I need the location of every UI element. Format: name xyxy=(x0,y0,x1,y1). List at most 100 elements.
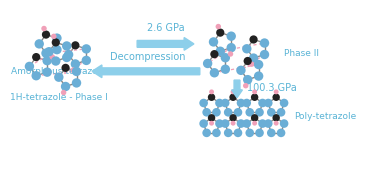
Circle shape xyxy=(41,49,51,58)
Circle shape xyxy=(31,71,41,80)
Circle shape xyxy=(254,71,263,81)
Circle shape xyxy=(267,108,276,117)
Circle shape xyxy=(82,56,91,65)
Circle shape xyxy=(255,108,264,117)
Circle shape xyxy=(221,53,230,62)
FancyArrow shape xyxy=(232,80,242,98)
Text: 1H-tetrazole - Phase I: 1H-tetrazole - Phase I xyxy=(10,93,108,102)
Circle shape xyxy=(62,41,71,51)
Circle shape xyxy=(50,54,55,60)
Circle shape xyxy=(61,82,70,91)
Circle shape xyxy=(208,114,215,122)
Text: 100.3 GPa: 100.3 GPa xyxy=(247,83,297,93)
Circle shape xyxy=(252,89,257,94)
Circle shape xyxy=(264,99,273,107)
Circle shape xyxy=(215,99,224,107)
Circle shape xyxy=(202,129,211,137)
Circle shape xyxy=(277,108,285,117)
Circle shape xyxy=(254,60,263,69)
Circle shape xyxy=(229,94,237,101)
Circle shape xyxy=(236,66,246,75)
Circle shape xyxy=(221,119,229,128)
Circle shape xyxy=(215,24,221,29)
Circle shape xyxy=(258,119,267,128)
Circle shape xyxy=(258,99,267,107)
Circle shape xyxy=(242,44,251,54)
Circle shape xyxy=(42,56,52,65)
Circle shape xyxy=(264,119,273,128)
Circle shape xyxy=(199,119,208,128)
Circle shape xyxy=(32,53,40,61)
Circle shape xyxy=(234,108,242,117)
Circle shape xyxy=(71,41,79,49)
Circle shape xyxy=(71,67,76,73)
Circle shape xyxy=(221,99,229,107)
Circle shape xyxy=(34,39,44,49)
Circle shape xyxy=(277,129,285,137)
Circle shape xyxy=(255,129,264,137)
Circle shape xyxy=(216,29,225,37)
Circle shape xyxy=(62,64,70,72)
Circle shape xyxy=(251,94,258,101)
Circle shape xyxy=(242,119,251,128)
Text: Amorphous tetrazole: Amorphous tetrazole xyxy=(11,67,106,76)
Circle shape xyxy=(224,108,232,117)
Text: 2.6 GPa: 2.6 GPa xyxy=(147,23,184,33)
Circle shape xyxy=(61,90,67,95)
Circle shape xyxy=(267,129,276,137)
Circle shape xyxy=(280,99,288,107)
Circle shape xyxy=(42,68,52,77)
Circle shape xyxy=(62,53,71,62)
Circle shape xyxy=(273,114,280,122)
Circle shape xyxy=(280,119,288,128)
Circle shape xyxy=(52,34,62,43)
Circle shape xyxy=(252,121,257,126)
Circle shape xyxy=(221,64,230,74)
Circle shape xyxy=(52,45,62,54)
Circle shape xyxy=(251,114,258,122)
Circle shape xyxy=(226,43,236,52)
Circle shape xyxy=(215,47,225,56)
Circle shape xyxy=(234,129,242,137)
Circle shape xyxy=(64,50,73,59)
Circle shape xyxy=(274,89,279,94)
Circle shape xyxy=(44,47,54,56)
Circle shape xyxy=(212,129,221,137)
Circle shape xyxy=(72,78,81,88)
Circle shape xyxy=(202,108,211,117)
Circle shape xyxy=(209,37,218,47)
Circle shape xyxy=(249,53,258,63)
Circle shape xyxy=(208,94,215,101)
Circle shape xyxy=(25,62,34,71)
Circle shape xyxy=(51,56,60,66)
Text: Decompression: Decompression xyxy=(110,51,186,62)
Circle shape xyxy=(243,75,253,84)
Circle shape xyxy=(52,38,60,47)
Circle shape xyxy=(54,73,64,82)
Circle shape xyxy=(228,51,233,57)
Circle shape xyxy=(231,121,235,126)
FancyArrow shape xyxy=(137,37,194,50)
Circle shape xyxy=(224,129,232,137)
Circle shape xyxy=(260,50,269,59)
Circle shape xyxy=(215,119,224,128)
Circle shape xyxy=(249,61,254,67)
Circle shape xyxy=(245,129,254,137)
Circle shape xyxy=(41,26,47,31)
Circle shape xyxy=(210,68,219,77)
Circle shape xyxy=(260,38,269,48)
Circle shape xyxy=(199,99,208,107)
Circle shape xyxy=(242,99,251,107)
Circle shape xyxy=(273,94,280,101)
Circle shape xyxy=(243,83,248,88)
Circle shape xyxy=(71,59,80,69)
Circle shape xyxy=(209,121,214,126)
Circle shape xyxy=(237,99,245,107)
Text: Phase II: Phase II xyxy=(284,49,319,58)
Circle shape xyxy=(51,34,57,39)
Circle shape xyxy=(274,121,279,126)
Circle shape xyxy=(243,57,252,65)
Circle shape xyxy=(42,30,50,39)
Circle shape xyxy=(209,89,214,94)
Circle shape xyxy=(245,108,254,117)
